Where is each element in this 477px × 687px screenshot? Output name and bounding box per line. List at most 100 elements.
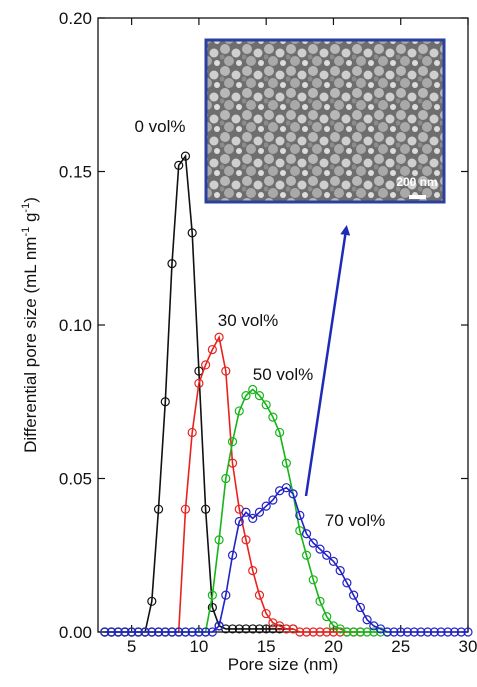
data-point	[153, 504, 164, 514]
y-label-superscript: -1	[20, 227, 32, 237]
data-point	[416, 627, 426, 637]
data-point	[140, 627, 150, 637]
x-tick-label: 25	[391, 637, 410, 656]
data-point	[261, 608, 271, 619]
data-point	[227, 624, 238, 634]
x-tick-label: 15	[257, 637, 276, 656]
data-point	[201, 627, 211, 637]
data-point	[308, 627, 318, 637]
x-tick-label: 5	[127, 637, 136, 656]
data-point	[254, 624, 265, 634]
data-point	[301, 529, 312, 539]
data-point	[308, 575, 318, 585]
data-point	[268, 412, 278, 422]
plot-area: 0.00 0.05 0.10 0.15 0.20 5 10 15 20 25 30 0 vol% 30 …	[59, 9, 477, 656]
data-point	[207, 590, 217, 600]
data-point	[120, 627, 130, 637]
arrow	[304, 225, 351, 497]
data-point	[261, 501, 271, 511]
data-point	[322, 550, 332, 560]
x-tick-label: 30	[459, 637, 477, 656]
data-point	[349, 627, 359, 637]
data-point	[234, 406, 244, 416]
data-point	[180, 627, 191, 637]
data-point	[254, 507, 265, 517]
series-label: 70 vol%	[325, 511, 385, 530]
data-point	[248, 513, 258, 524]
data-point	[342, 627, 352, 637]
data-point	[248, 565, 258, 576]
y-axis-label: Differential pore size (mL nm-1 g-1)	[20, 197, 40, 453]
data-point	[362, 615, 372, 625]
y-label-part: g	[21, 213, 40, 227]
data-point	[275, 624, 285, 634]
data-point	[342, 578, 352, 588]
data-point	[167, 627, 177, 637]
series-label: 0 vol%	[134, 117, 185, 136]
data-point	[295, 510, 305, 520]
series-label: 50 vol%	[253, 365, 313, 384]
x-tick-label: 10	[189, 637, 208, 656]
data-point	[322, 612, 332, 622]
data-point	[167, 259, 177, 269]
data-point	[335, 565, 345, 576]
data-point	[301, 550, 312, 560]
data-point	[207, 344, 217, 355]
data-point	[268, 495, 278, 505]
data-point	[322, 627, 332, 637]
data-point	[295, 627, 305, 637]
data-point	[335, 627, 345, 637]
data-point	[174, 160, 184, 170]
data-point	[227, 550, 238, 560]
data-point	[100, 627, 110, 637]
data-point	[248, 384, 258, 395]
data-point	[248, 624, 258, 634]
data-point	[113, 627, 123, 637]
data-point	[207, 602, 217, 613]
data-point	[221, 366, 231, 376]
data-point	[214, 332, 224, 342]
data-point	[234, 624, 244, 634]
data-point	[201, 504, 211, 514]
data-point	[355, 602, 365, 613]
y-tick-label: 0.00	[59, 623, 92, 642]
data-point	[221, 473, 231, 484]
data-point	[429, 627, 439, 637]
data-point	[133, 627, 143, 637]
y-tick-label: 0.10	[59, 316, 92, 335]
data-point	[315, 596, 325, 606]
data-point	[315, 627, 325, 637]
data-point	[194, 627, 204, 637]
data-point	[308, 538, 318, 548]
y-label-superscript: -1	[20, 203, 32, 213]
data-point	[153, 627, 164, 637]
data-point	[187, 627, 197, 637]
data-point	[160, 627, 170, 637]
data-point	[180, 504, 191, 514]
data-point	[449, 627, 460, 637]
data-point	[402, 627, 413, 637]
data-point	[214, 621, 224, 631]
data-point	[281, 483, 291, 493]
data-point	[106, 627, 117, 637]
data-point	[227, 437, 238, 447]
data-point	[194, 378, 204, 388]
data-point	[456, 627, 466, 637]
data-point	[201, 360, 211, 370]
data-point	[463, 627, 473, 637]
data-point	[234, 516, 244, 527]
data-point	[301, 627, 312, 637]
y-tick-label: 0.20	[59, 9, 92, 28]
data-point	[281, 624, 291, 634]
data-point	[241, 624, 251, 634]
data-point	[275, 427, 285, 438]
data-point	[375, 627, 386, 637]
data-point	[187, 228, 197, 238]
y-label-part: )	[21, 197, 40, 203]
data-point	[241, 391, 251, 401]
data-point	[207, 627, 217, 637]
x-tick-label: 20	[324, 637, 343, 656]
series-line	[104, 486, 468, 633]
